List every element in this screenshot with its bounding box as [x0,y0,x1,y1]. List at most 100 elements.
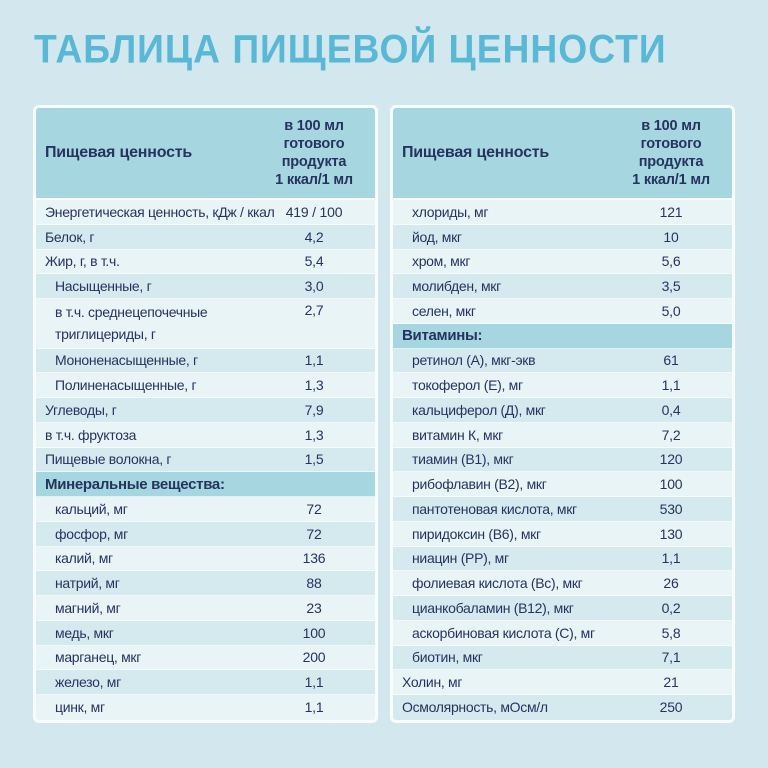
row-label: ниацин (РР), мг [412,550,509,567]
table-row: ниацин (РР), мг 1,1 [393,546,732,572]
row-value: 1,1 [304,699,324,716]
row-label: в т.ч. среднецепочечные триглицериды, г [55,304,208,342]
row-value: 419 / 100 [285,203,343,220]
table-row: марганец, мкг 200 [36,645,375,671]
row-value: 1,5 [304,451,324,468]
row-label: натрий, мг [55,575,120,592]
table-row: пиридоксин (В6), мкг 130 [393,521,732,547]
row-label: Минеральные вещества: [45,475,225,493]
row-value: 1,3 [304,377,324,394]
table-row: Жир, г, в т.ч. 5,4 [36,249,375,275]
row-label: железо, мг [55,674,121,691]
table-header: Пищевая ценность в 100 мл готового проду… [36,108,375,200]
row-value: 3,5 [661,278,681,295]
row-value: 7,2 [661,426,681,443]
table-row: йод, мкг 10 [393,224,732,250]
row-value: 7,1 [661,649,681,666]
row-label: тиамин (В1), мкг [412,451,514,468]
row-label: витамин К, мкг [412,426,503,443]
table-row: медь, мкг 100 [36,620,375,646]
table-row: селен, мкг 5,0 [393,299,732,324]
table-row: натрий, мг 88 [36,571,375,597]
table-row: Насыщенные, г 3,0 [36,274,375,299]
row-label: Энергетическая ценность, кДж / ккал [45,203,275,220]
table-row: калий, мг 136 [36,546,375,572]
row-label: в т.ч. фруктоза [45,426,137,443]
row-value: 5,8 [661,624,681,641]
row-value: 0,4 [661,401,681,418]
header-value-label: в 100 мл готового продукта 1 ккал/1 мл [632,118,710,188]
row-label: йод, мкг [412,228,462,245]
row-label: Витамины: [402,327,483,345]
row-value: 5,6 [661,253,681,270]
table-row: Белок, г 4,2 [36,224,375,250]
table-row: фолиевая кислота (Вс), мкг 26 [393,571,732,596]
row-label: рибофлавин (В2), мкг [412,476,547,493]
table-row: пантотеновая кислота, мкг 530 [393,497,732,522]
row-label: магний, мг [55,599,121,616]
row-value: 72 [306,500,322,517]
table-row: токоферол (Е), мг 1,1 [393,373,732,398]
table-row: Осмолярность, мОсм/л 250 [393,695,732,720]
table-row: в т.ч. фруктоза 1,3 [36,422,375,448]
row-value: 121 [659,203,683,220]
row-value: 0,2 [661,599,681,616]
row-value: 2,7 [304,302,324,318]
table-row: витамин К, мкг 7,2 [393,422,732,448]
page-title: ТАБЛИЦА ПИЩЕВОЙ ЦЕННОСТИ [34,28,667,72]
table-row: тиамин (В1), мкг 120 [393,447,732,473]
table-row: ретинол (А), мкг-экв 61 [393,348,732,374]
row-label: Полиненасыщенные, г [55,377,197,394]
table-row: кальций, мг 72 [36,497,375,522]
row-value: 61 [663,352,679,369]
row-value: 120 [659,451,683,468]
row-label: ретинол (А), мкг-экв [412,352,536,369]
header-value-label: в 100 мл готового продукта 1 ккал/1 мл [275,118,353,188]
table-row: аскорбиновая кислота (С), мг 5,8 [393,620,732,646]
row-value: 10 [663,228,679,245]
table-row: цинк, мг 1,1 [36,695,375,720]
row-value: 4,2 [304,228,324,245]
row-value: 5,0 [661,302,681,319]
table-row: молибден, мкг 3,5 [393,274,732,299]
table-row: Холин, мг 21 [393,670,732,695]
row-label: пантотеновая кислота, мкг [412,500,577,517]
row-label: калий, мг [55,550,113,567]
row-label: цинк, мг [55,699,105,716]
row-value: 7,9 [304,401,324,418]
row-label: аскорбиновая кислота (С), мг [412,624,595,641]
nutrition-table-left: Пищевая ценность в 100 мл готового проду… [33,105,378,723]
table-row: Углеводы, г 7,9 [36,398,375,423]
table-row: хлориды, мг 121 [393,200,732,225]
table-row: Энергетическая ценность, кДж / ккал 419 … [36,200,375,225]
row-label: кальций, мг [55,500,128,517]
row-value: 5,4 [304,253,324,270]
row-value: 1,1 [304,352,324,369]
row-value: 21 [663,674,679,691]
row-label: марганец, мкг [55,649,142,666]
row-value: 200 [302,649,326,666]
row-value: 130 [659,525,683,542]
row-value: 136 [302,550,326,567]
row-value: 26 [663,575,679,592]
table-row: в т.ч. среднецепочечные триглицериды, г … [36,299,375,349]
row-value: 100 [302,624,326,641]
header-label: Пищевая ценность [45,144,193,161]
row-value: 88 [306,575,322,592]
row-label: Жир, г, в т.ч. [45,253,120,270]
table-row: Полиненасыщенные, г 1,3 [36,373,375,399]
row-label: Мононенасыщенные, г [55,352,198,369]
row-value: 1,1 [661,377,681,394]
table-row: железо, мг 1,1 [36,670,375,696]
table-row: магний, мг 23 [36,596,375,621]
table-row: Пищевые волокна, г 1,5 [36,447,375,473]
row-label: хлориды, мг [412,203,489,220]
row-label: хром, мкг [412,253,471,270]
row-value: 530 [659,500,683,517]
table-row: кальциферол (Д), мкг 0,4 [393,398,732,423]
row-label: Насыщенные, г [55,278,152,295]
row-label: Углеводы, г [45,401,117,418]
table-row: биотин, мкг 7,1 [393,645,732,671]
tables-container: Пищевая ценность в 100 мл готового проду… [33,105,735,723]
table-row: фосфор, мг 72 [36,521,375,547]
